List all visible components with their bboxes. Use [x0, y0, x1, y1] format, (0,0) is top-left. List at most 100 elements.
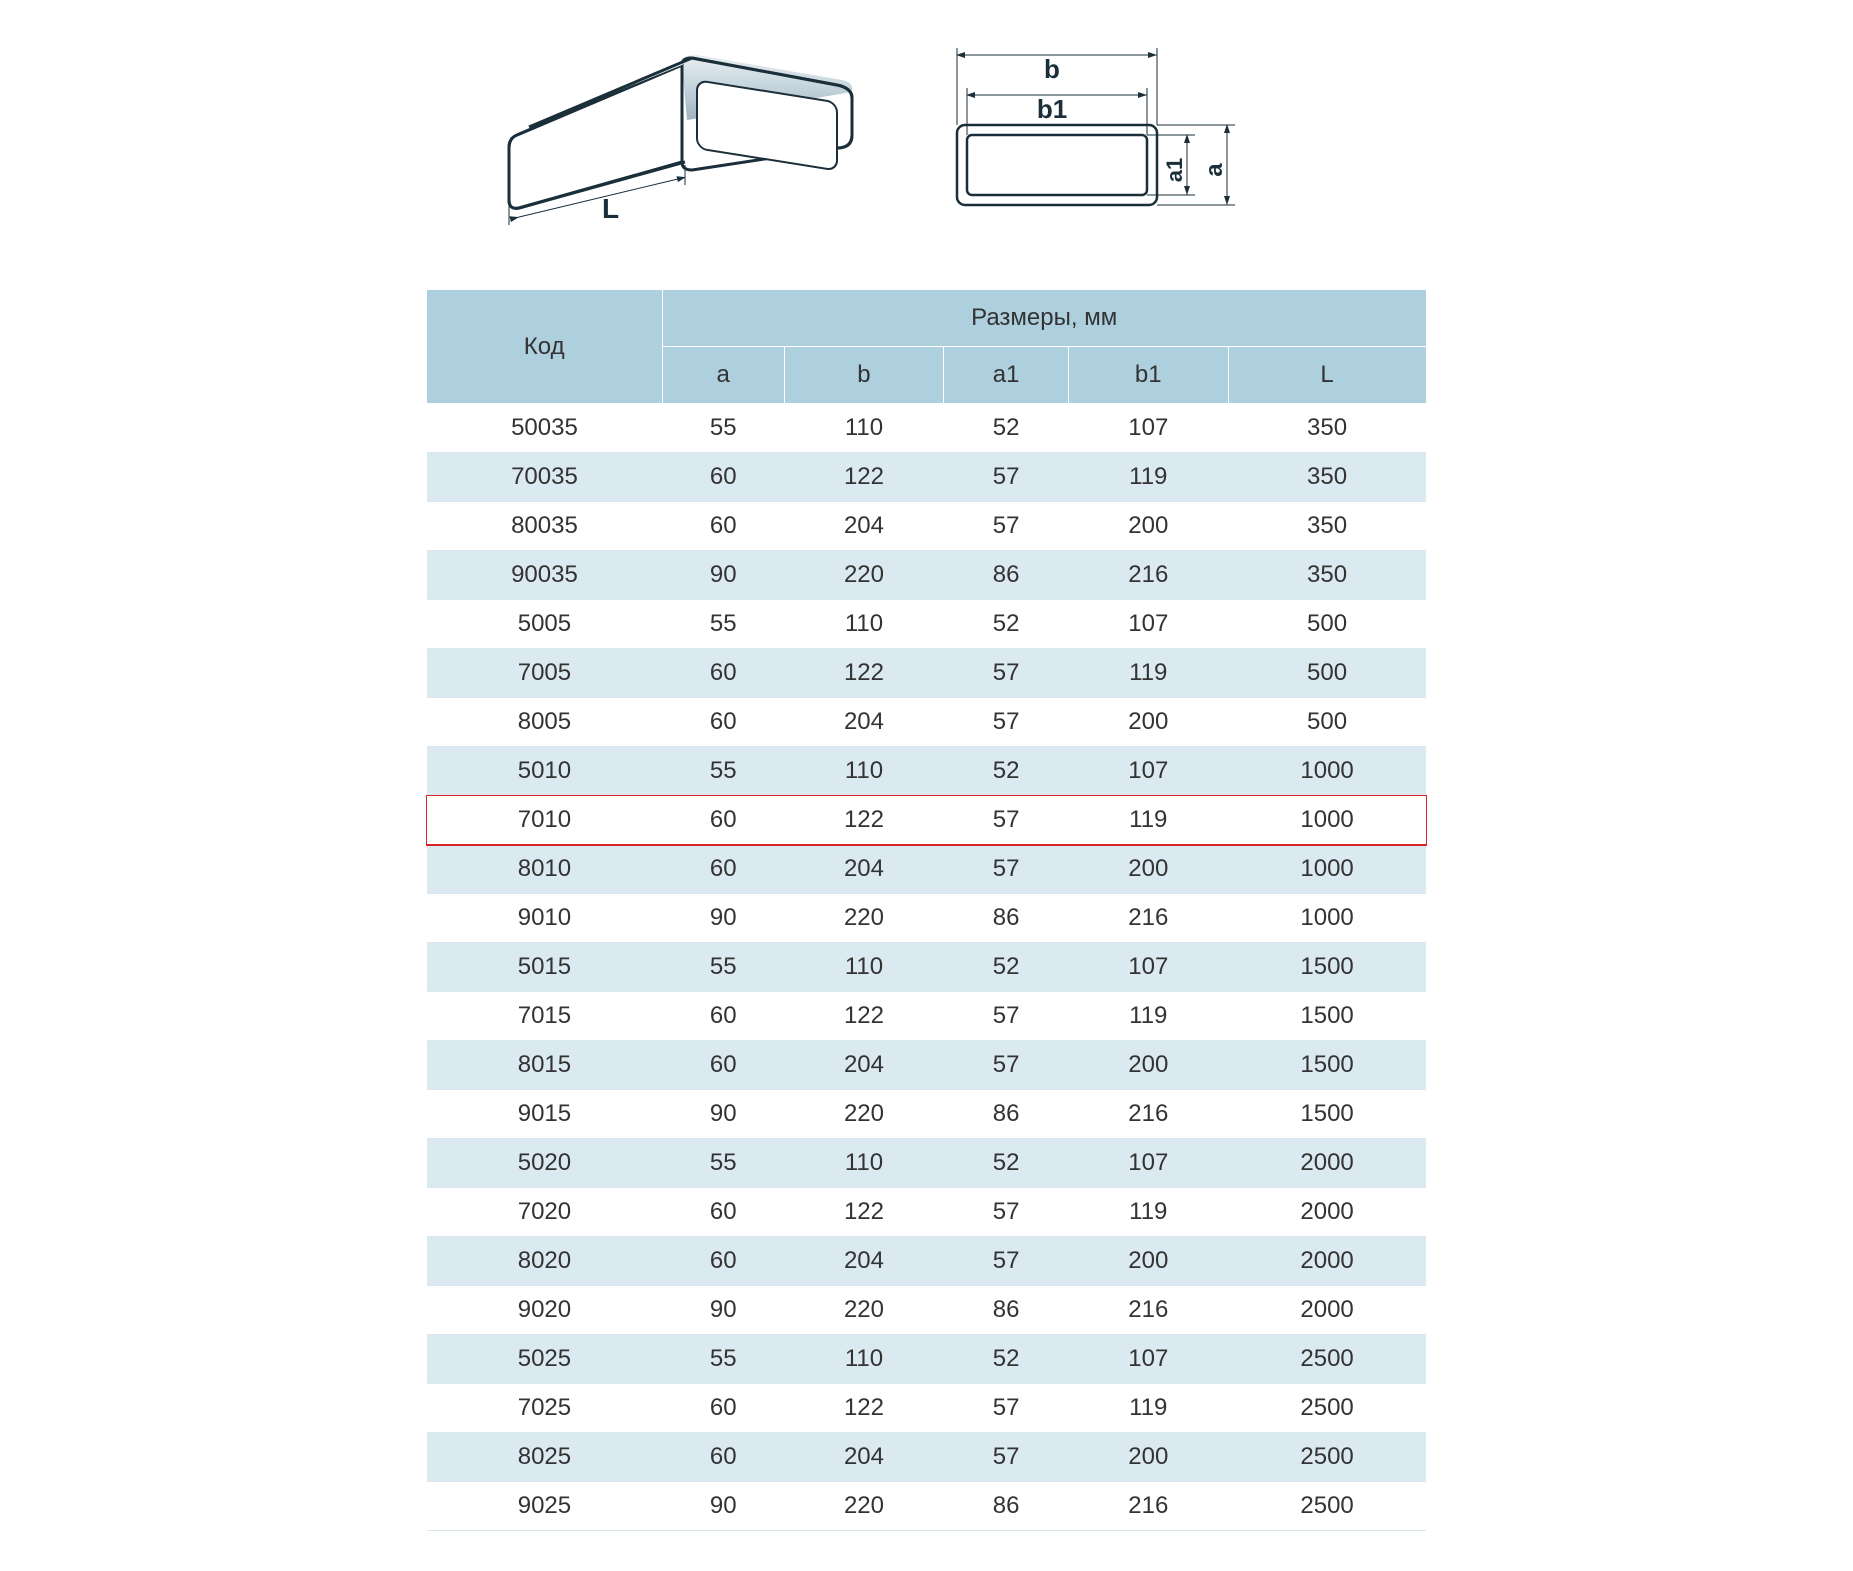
table-row: 50055511052107500 [427, 600, 1427, 649]
cell-a: 60 [662, 502, 784, 551]
cell-a: 90 [662, 1482, 784, 1531]
cell-L: 500 [1228, 649, 1426, 698]
cell-a1: 57 [944, 1433, 1069, 1482]
cell-b1: 200 [1068, 1433, 1228, 1482]
cell-a1: 52 [944, 404, 1069, 453]
cell-b1: 119 [1068, 1384, 1228, 1433]
cell-b1: 107 [1068, 943, 1228, 992]
cell-b1: 216 [1068, 1090, 1228, 1139]
cell-a1: 57 [944, 502, 1069, 551]
cell-code: 80035 [427, 502, 663, 551]
cell-b: 110 [784, 600, 944, 649]
table-row: 802560204572002500 [427, 1433, 1427, 1482]
cell-a: 55 [662, 1335, 784, 1384]
cell-a1: 86 [944, 551, 1069, 600]
cell-L: 1500 [1228, 1041, 1426, 1090]
table-body: 5003555110521073507003560122571193508003… [427, 404, 1427, 1531]
table-row: 702060122571192000 [427, 1188, 1427, 1237]
cell-L: 2500 [1228, 1384, 1426, 1433]
cell-a: 55 [662, 600, 784, 649]
cell-L: 1500 [1228, 992, 1426, 1041]
table-row: 500355511052107350 [427, 404, 1427, 453]
cell-a: 60 [662, 992, 784, 1041]
cell-a1: 86 [944, 1090, 1069, 1139]
col-b1: b1 [1068, 347, 1228, 404]
cell-L: 1000 [1228, 747, 1426, 796]
cell-a1: 86 [944, 1286, 1069, 1335]
cell-L: 1000 [1228, 894, 1426, 943]
cell-b1: 216 [1068, 1286, 1228, 1335]
col-a: a [662, 347, 784, 404]
cell-a1: 52 [944, 600, 1069, 649]
cell-a1: 52 [944, 747, 1069, 796]
cell-code: 7010 [427, 796, 663, 845]
table-row: 501555110521071500 [427, 943, 1427, 992]
table-row: 502055110521072000 [427, 1139, 1427, 1188]
cell-a1: 52 [944, 943, 1069, 992]
cell-b: 122 [784, 453, 944, 502]
cell-b1: 200 [1068, 698, 1228, 747]
cell-b1: 119 [1068, 1188, 1228, 1237]
table-row: 900359022086216350 [427, 551, 1427, 600]
label-L: L [602, 193, 619, 224]
cell-b: 204 [784, 1237, 944, 1286]
cell-b: 122 [784, 992, 944, 1041]
cell-b1: 107 [1068, 600, 1228, 649]
dimensions-table: Код Размеры, мм a b a1 b1 L 500355511052… [427, 290, 1427, 1531]
cell-b1: 107 [1068, 1335, 1228, 1384]
table-header: Код Размеры, мм a b a1 b1 L [427, 290, 1427, 404]
cell-b: 122 [784, 649, 944, 698]
table-row: 502555110521072500 [427, 1335, 1427, 1384]
label-b1: b1 [1036, 94, 1066, 124]
cell-code: 7015 [427, 992, 663, 1041]
cell-b: 204 [784, 845, 944, 894]
cell-b1: 107 [1068, 747, 1228, 796]
cell-a1: 57 [944, 698, 1069, 747]
cell-b1: 107 [1068, 404, 1228, 453]
table-row: 70056012257119500 [427, 649, 1427, 698]
cell-b1: 216 [1068, 551, 1228, 600]
cell-a: 55 [662, 404, 784, 453]
cell-code: 5015 [427, 943, 663, 992]
cell-L: 1000 [1228, 796, 1426, 845]
cell-a1: 52 [944, 1335, 1069, 1384]
cell-L: 2500 [1228, 1335, 1426, 1384]
col-a1: a1 [944, 347, 1069, 404]
cell-code: 5005 [427, 600, 663, 649]
cell-b: 220 [784, 1090, 944, 1139]
cell-L: 1500 [1228, 1090, 1426, 1139]
cell-code: 70035 [427, 453, 663, 502]
label-b: b [1044, 54, 1060, 84]
table-row: 902090220862162000 [427, 1286, 1427, 1335]
cell-a1: 86 [944, 1482, 1069, 1531]
cell-code: 7005 [427, 649, 663, 698]
cell-a1: 52 [944, 1139, 1069, 1188]
cell-b: 220 [784, 551, 944, 600]
cell-L: 350 [1228, 404, 1426, 453]
cell-b: 110 [784, 747, 944, 796]
cell-a: 90 [662, 551, 784, 600]
cell-a1: 57 [944, 649, 1069, 698]
cell-code: 8010 [427, 845, 663, 894]
cell-b: 110 [784, 943, 944, 992]
table-row: 902590220862162500 [427, 1482, 1427, 1531]
cell-code: 9020 [427, 1286, 663, 1335]
table-row: 801060204572001000 [427, 845, 1427, 894]
cell-code: 5025 [427, 1335, 663, 1384]
cell-code: 7025 [427, 1384, 663, 1433]
table-row: 802060204572002000 [427, 1237, 1427, 1286]
cell-a: 55 [662, 1139, 784, 1188]
cell-b: 220 [784, 894, 944, 943]
cell-a: 55 [662, 943, 784, 992]
cell-a1: 57 [944, 453, 1069, 502]
col-dims-group: Размеры, мм [662, 290, 1426, 347]
cell-a: 60 [662, 1041, 784, 1090]
cell-a1: 57 [944, 992, 1069, 1041]
table-row: 701060122571191000 [427, 796, 1427, 845]
cell-a: 90 [662, 1286, 784, 1335]
page: L b b1 [327, 40, 1527, 1531]
col-L: L [1228, 347, 1426, 404]
cell-b1: 200 [1068, 845, 1228, 894]
cell-L: 1000 [1228, 845, 1426, 894]
table-row: 700356012257119350 [427, 453, 1427, 502]
